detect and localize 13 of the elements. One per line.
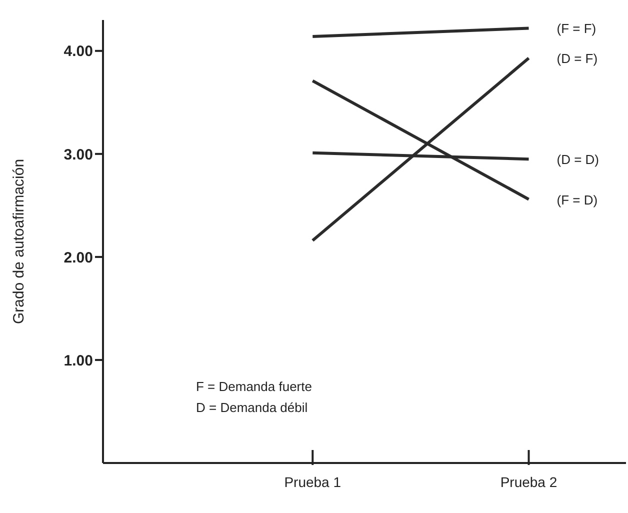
annotation: F = Demanda fuerte — [196, 378, 312, 396]
y-axis-title: Grado de autoafirmación — [10, 158, 28, 324]
text: (F = F) — [556, 21, 596, 36]
y-tick-label: 4.00 — [64, 43, 93, 60]
y-tick-label: 3.00 — [64, 146, 93, 164]
text: (F = D) — [556, 192, 598, 208]
text: (D = D) — [556, 152, 599, 168]
x-tick-label: Prueba 1 — [284, 474, 342, 490]
y-tick-label: 2.00 — [64, 249, 93, 266]
annotation: D = Demanda débil — [196, 399, 309, 417]
x-tick-label: Prueba 2 — [500, 474, 558, 490]
y-tick-label: 1.00 — [64, 352, 93, 370]
text: (D = F) — [556, 51, 598, 66]
